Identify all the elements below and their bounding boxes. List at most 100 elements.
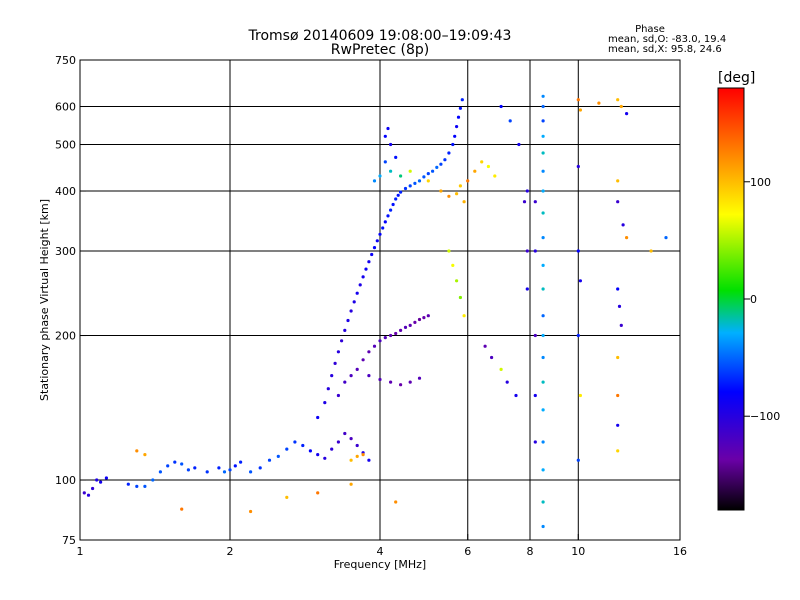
data-point (323, 401, 327, 405)
data-point (389, 142, 393, 147)
data-point (372, 344, 377, 348)
data-point (370, 252, 374, 257)
data-point (443, 158, 447, 162)
data-point (394, 500, 398, 504)
data-point (383, 134, 387, 138)
data-point (381, 226, 385, 230)
data-point (386, 126, 390, 131)
data-point (541, 236, 545, 240)
data-point (493, 174, 497, 178)
data-point (541, 524, 545, 529)
data-point (576, 333, 580, 338)
data-point (541, 333, 545, 338)
data-point (541, 189, 545, 193)
data-point (180, 507, 184, 511)
data-point (426, 172, 430, 176)
y-tick-label: 100 (55, 474, 76, 487)
data-point (541, 500, 545, 504)
data-point (378, 232, 382, 236)
data-point (486, 164, 490, 169)
data-point (435, 165, 439, 169)
data-point (378, 339, 382, 343)
data-point (664, 236, 668, 240)
grid-lines (80, 60, 680, 540)
data-point (625, 112, 629, 116)
data-point (514, 393, 518, 398)
data-point (403, 325, 408, 329)
data-point (541, 169, 545, 173)
data-point (439, 162, 443, 166)
x-tick-label: 1 (77, 545, 84, 558)
data-point (533, 333, 537, 338)
data-point (483, 344, 487, 348)
data-point (316, 415, 320, 420)
data-point (143, 484, 147, 488)
data-point (258, 466, 262, 470)
x-axis-label: Frequency [MHz] (334, 558, 426, 571)
y-tick-label: 750 (55, 54, 76, 67)
data-point (367, 350, 371, 354)
data-point (394, 155, 398, 159)
data-point (533, 393, 537, 398)
data-point (323, 456, 327, 460)
data-point (86, 493, 91, 497)
data-point (541, 380, 545, 384)
data-point (541, 263, 545, 267)
data-point (285, 447, 289, 451)
data-point (541, 104, 545, 109)
data-point (193, 466, 197, 470)
data-point (533, 440, 537, 444)
data-point (616, 423, 620, 427)
data-point (95, 478, 99, 482)
data-point (396, 193, 400, 197)
data-point (616, 200, 620, 204)
data-point (346, 318, 350, 323)
x-axis-ticks: 1 2 4 6 8 10 16 (77, 534, 687, 558)
data-point (616, 449, 620, 453)
data-point (372, 246, 377, 250)
data-point (499, 367, 503, 371)
data-point (541, 314, 545, 318)
data-point (389, 380, 393, 384)
data-point (473, 169, 477, 173)
data-point (267, 458, 272, 462)
data-point (361, 358, 365, 362)
data-point (205, 470, 209, 474)
data-point (455, 125, 459, 129)
data-point (576, 98, 580, 102)
data-point (541, 211, 545, 215)
data-point (541, 151, 545, 155)
data-point (541, 119, 545, 123)
data-point (403, 186, 408, 191)
data-point (364, 267, 368, 271)
data-point (276, 454, 280, 458)
data-point (355, 367, 359, 371)
data-point (349, 374, 353, 378)
data-point (326, 387, 330, 391)
colorbar-gradient (717, 87, 745, 511)
data-point (135, 484, 139, 488)
data-point (417, 376, 422, 380)
data-point (316, 491, 320, 495)
data-point (578, 279, 583, 283)
data-point (576, 164, 580, 169)
data-point (541, 287, 545, 291)
data-point (82, 491, 86, 495)
data-point (349, 437, 353, 441)
data-point (378, 174, 382, 178)
data-point (91, 486, 95, 491)
data-point (447, 194, 451, 198)
data-point (422, 175, 426, 179)
data-point (343, 380, 347, 384)
data-point (616, 355, 620, 360)
y-tick-label: 300 (55, 245, 76, 258)
data-point (349, 309, 353, 313)
data-point (158, 470, 162, 474)
data-point (417, 179, 422, 183)
data-point (517, 142, 521, 147)
colorbar-tick-label: 100 (750, 176, 771, 189)
data-point (453, 134, 457, 138)
x-tick-label: 6 (464, 545, 471, 558)
data-point (525, 287, 529, 291)
data-point (578, 393, 583, 398)
